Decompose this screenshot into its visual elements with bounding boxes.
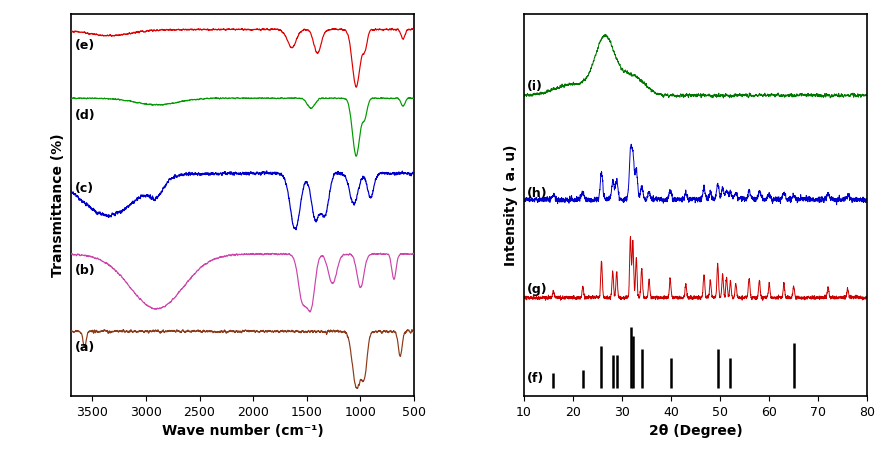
Text: (g): (g) [527,283,547,296]
Text: (d): (d) [75,109,96,121]
Text: (a): (a) [75,341,96,354]
Text: (h): (h) [527,187,547,200]
Text: (e): (e) [75,40,96,52]
Text: (i): (i) [527,80,543,93]
Y-axis label: Transmittance (%): Transmittance (%) [51,133,65,277]
X-axis label: Wave number (cm⁻¹): Wave number (cm⁻¹) [162,424,323,438]
Text: (b): (b) [75,264,96,278]
Y-axis label: Intensity ( a. u): Intensity ( a. u) [504,144,519,266]
Text: (f): (f) [527,372,543,385]
Text: (c): (c) [75,182,94,195]
X-axis label: 2θ (Degree): 2θ (Degree) [649,424,743,438]
